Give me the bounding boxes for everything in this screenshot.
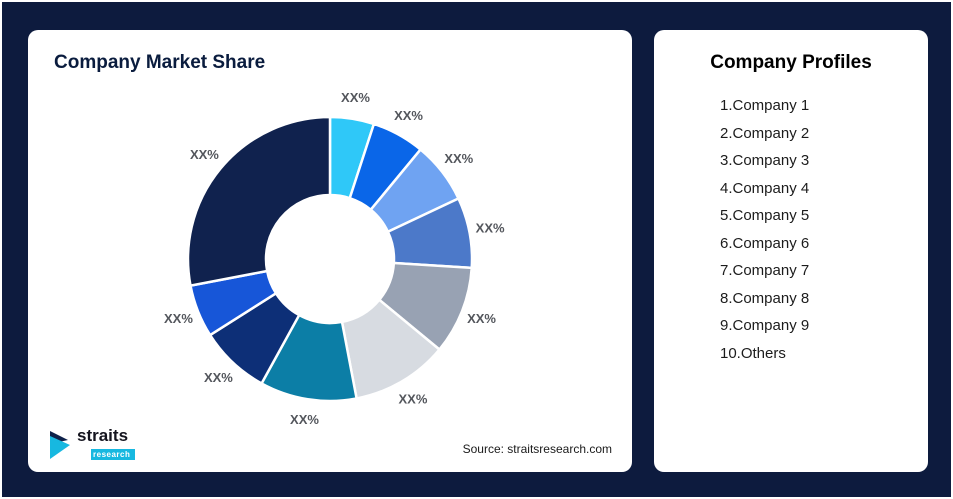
slice-label-8: XX% xyxy=(204,370,233,385)
slice-label-5: XX% xyxy=(467,311,496,326)
market-share-card: Company Market Share XX% XX% XX% XX% XX% XX% X… xyxy=(28,30,632,472)
card-footer: straits research Source: straitsresearch… xyxy=(48,426,612,462)
slice-label-3: XX% xyxy=(444,151,473,166)
list-item: 10.Others xyxy=(720,344,786,362)
chart-title: Company Market Share xyxy=(54,52,266,73)
slice-label-6: XX% xyxy=(399,391,428,406)
logo-text-main: straits xyxy=(77,426,129,445)
list-item: 6.Company 6 xyxy=(720,234,810,252)
list-item: 8.Company 8 xyxy=(720,289,810,307)
profiles-list: 1.Company 1 2.Company 2 3.Company 3 4.Co… xyxy=(654,74,928,367)
donut-chart-wrap: XX% XX% XX% XX% XX% XX% XX% XX% XX% XX% xyxy=(28,74,632,440)
logo-text: straits research xyxy=(77,426,136,462)
slice-label-2: XX% xyxy=(394,108,423,123)
company-profiles-card: Company Profiles 1.Company 1 2.Company 2… xyxy=(654,30,928,472)
donut-chart: XX% XX% XX% XX% XX% XX% XX% XX% XX% XX% xyxy=(164,90,505,427)
logo-text-sub: research xyxy=(91,449,136,460)
list-item: 2.Company 2 xyxy=(720,124,810,142)
list-item: 1.Company 1 xyxy=(720,97,810,114)
list-item: 3.Company 3 xyxy=(720,152,810,169)
slice-label-4: XX% xyxy=(476,220,505,235)
slice-label-9: XX% xyxy=(164,311,193,326)
slice-label-10: XX% xyxy=(190,147,219,162)
straits-research-logo: straits research xyxy=(48,426,136,462)
list-item: 7.Company 7 xyxy=(720,262,810,279)
donut-slice-10 xyxy=(186,115,332,287)
straits-logo-icon xyxy=(50,431,70,459)
slice-label-7: XX% xyxy=(290,412,319,427)
list-item: 5.Company 5 xyxy=(720,207,810,224)
list-item: 9.Company 9 xyxy=(720,317,810,334)
slice-label-1: XX% xyxy=(341,90,370,105)
source-attribution: Source: straitsresearch.com xyxy=(462,442,612,456)
profiles-title: Company Profiles xyxy=(710,52,872,73)
list-item: 4.Company 4 xyxy=(720,179,810,197)
